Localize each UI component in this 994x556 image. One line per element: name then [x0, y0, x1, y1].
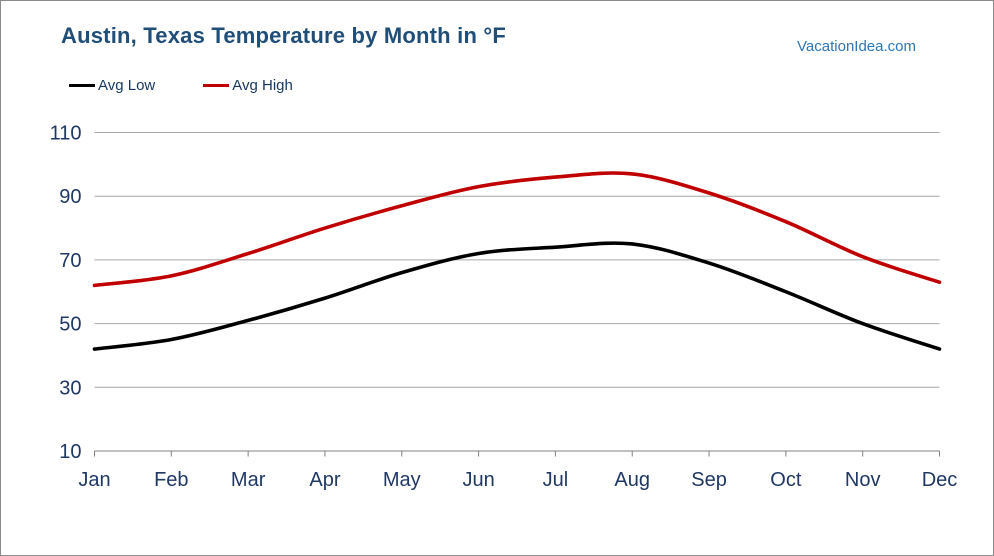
- x-axis-label: Feb: [154, 469, 188, 491]
- y-axis-label: 30: [59, 377, 81, 399]
- legend-label-avg-high: Avg High: [232, 77, 293, 94]
- y-axis-label: 110: [50, 123, 82, 145]
- x-axis-label: Dec: [922, 469, 958, 491]
- legend-item-avg-high: Avg High: [203, 77, 293, 94]
- x-axis-label: Aug: [614, 469, 650, 491]
- legend: Avg Low Avg High: [69, 77, 293, 94]
- x-axis-label: Sep: [691, 469, 727, 491]
- legend-item-avg-low: Avg Low: [69, 77, 155, 94]
- avg-low-line-swatch: [69, 84, 95, 87]
- avg-low-series-line: [92, 241, 942, 351]
- y-axis-label: 10: [59, 441, 81, 463]
- x-axis-label: May: [383, 469, 421, 491]
- x-axis-label: Jul: [543, 469, 569, 491]
- y-axis-label: 70: [59, 250, 81, 272]
- watermark: VacationIdea.com: [797, 38, 916, 55]
- x-axis-label: Mar: [231, 469, 266, 491]
- avg-high-series-line: [92, 171, 942, 288]
- y-axis-label: 50: [59, 314, 81, 336]
- x-axis-label: Nov: [845, 469, 881, 491]
- y-axis-label: 90: [59, 186, 81, 208]
- x-axis-label: Apr: [309, 469, 340, 491]
- x-axis-label: Jun: [462, 469, 494, 491]
- x-axis-label: Oct: [770, 469, 802, 491]
- x-axis-label: Jan: [78, 469, 110, 491]
- legend-label-avg-low: Avg Low: [98, 77, 156, 94]
- chart-title: Austin, Texas Temperature by Month in °F: [61, 23, 507, 48]
- avg-high-line-swatch: [203, 84, 230, 87]
